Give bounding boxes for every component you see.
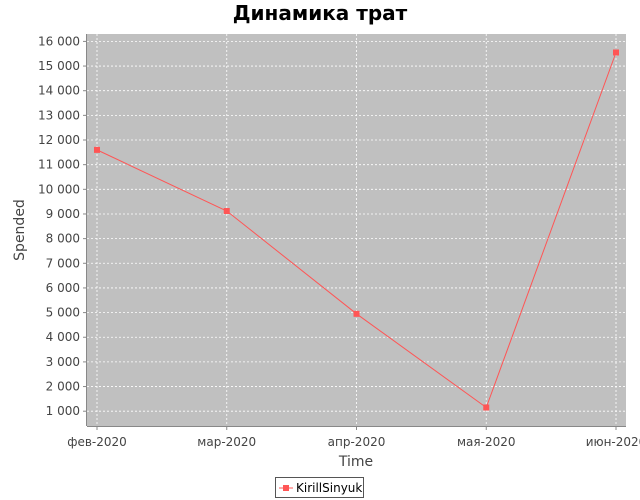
y-tick-label: 11 000 bbox=[38, 158, 80, 172]
y-tick-label: 15 000 bbox=[38, 59, 80, 73]
x-tick-label: апр-2020 bbox=[328, 435, 386, 449]
plot-area: 1 000 2 000 3 000 4 000 5 000 6 000 7 000 8 000… bbox=[38, 34, 640, 449]
y-tick-label: 6 000 bbox=[46, 281, 80, 295]
legend-marker bbox=[283, 485, 289, 491]
data-point bbox=[613, 49, 619, 56]
y-axis-title: Spended bbox=[12, 199, 28, 261]
legend-label: KirillSinyuk bbox=[296, 481, 362, 495]
data-point bbox=[353, 310, 360, 317]
y-tick-label: 10 000 bbox=[38, 182, 80, 196]
x-tick-label: мая-2020 bbox=[457, 435, 516, 449]
x-tick-label: фев-2020 bbox=[67, 435, 127, 449]
x-tick-label: мар-2020 bbox=[197, 435, 256, 449]
y-tick-label: 9 000 bbox=[46, 207, 80, 221]
y-axis-title-group: Spended bbox=[12, 199, 28, 261]
y-tick-label: 7 000 bbox=[46, 256, 80, 270]
y-tick-label: 12 000 bbox=[38, 133, 80, 147]
legend-box bbox=[275, 477, 364, 498]
y-tick-label: 1 000 bbox=[46, 404, 80, 418]
y-tick-label: 8 000 bbox=[46, 232, 80, 246]
y-tick-label: 14 000 bbox=[38, 84, 80, 98]
x-tick-label: июн-2020 bbox=[586, 435, 640, 449]
data-point bbox=[483, 404, 490, 411]
y-tick-label: 2 000 bbox=[46, 380, 80, 394]
y-tick-label: 5 000 bbox=[46, 306, 80, 320]
y-tick-label: 16 000 bbox=[38, 34, 80, 48]
y-tick-label: 3 000 bbox=[46, 355, 80, 369]
legend: KirillSinyuk bbox=[275, 477, 364, 498]
chart-title: Динамика трат bbox=[233, 1, 408, 25]
x-axis-title: Time bbox=[338, 454, 373, 470]
y-tick-label: 13 000 bbox=[38, 108, 80, 122]
data-point bbox=[94, 146, 100, 153]
data-point bbox=[223, 208, 230, 215]
y-tick-label: 4 000 bbox=[46, 330, 80, 344]
